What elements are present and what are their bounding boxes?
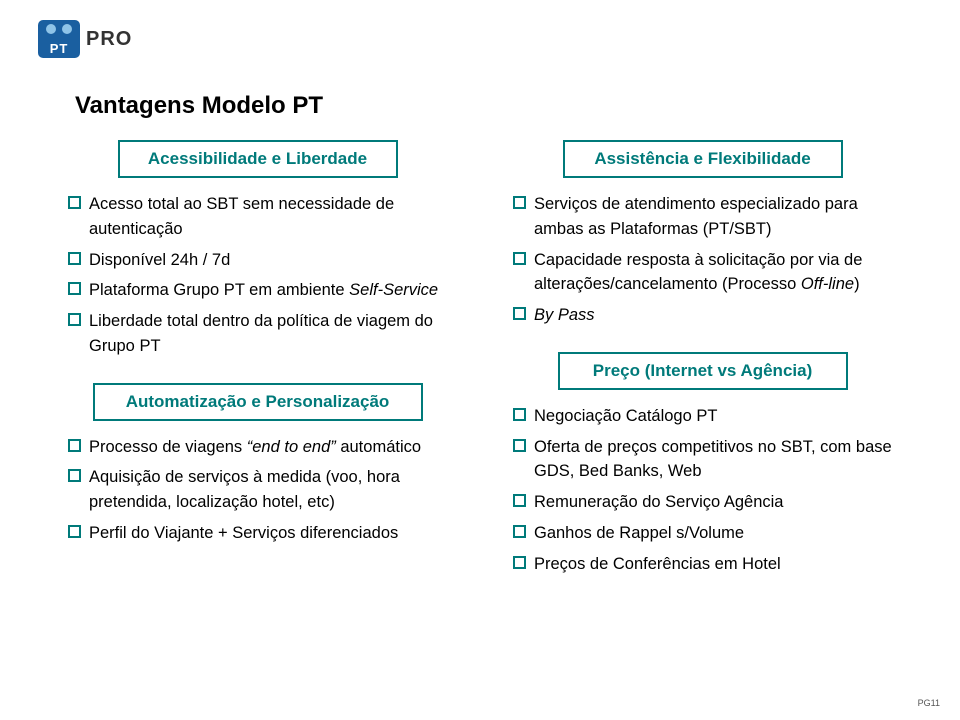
bullet-item: Disponível 24h / 7d [68, 248, 455, 273]
bullets-right-1: Serviços de atendimento especializado pa… [505, 192, 900, 334]
bullet-text: Preços de Conferências em Hotel [534, 552, 781, 577]
bullets-right-2: Negociação Catálogo PT Oferta de preços c… [505, 404, 900, 583]
bullet-item: Plataforma Grupo PT em ambiente Self-Ser… [68, 278, 455, 303]
bullet-text: By Pass [534, 303, 595, 328]
page-number: PG11 [918, 698, 940, 708]
bullet-item: Ganhos de Rappel s/Volume [513, 521, 900, 546]
bullet-item: Aquisição de serviços à medida (voo, hor… [68, 465, 455, 515]
bullet-item: Remuneração do Serviço Agência [513, 490, 900, 515]
left-column: Acessibilidade e Liberdade Acesso total … [60, 140, 455, 582]
bullet-marker-icon [68, 525, 81, 538]
bullet-item: Preços de Conferências em Hotel [513, 552, 900, 577]
bullet-marker-icon [513, 494, 526, 507]
logo-badge: PT [38, 20, 80, 58]
bullet-text: Disponível 24h / 7d [89, 248, 230, 273]
bullet-text: Plataforma Grupo PT em ambiente Self-Ser… [89, 278, 438, 303]
bullet-text: Aquisição de serviços à medida (voo, hor… [89, 465, 455, 515]
bullet-marker-icon [513, 439, 526, 452]
bullet-marker-icon [68, 469, 81, 482]
header-preco: Preço (Internet vs Agência) [558, 352, 848, 390]
bullet-text: Liberdade total dentro da política de vi… [89, 309, 455, 359]
bullet-item: Liberdade total dentro da política de vi… [68, 309, 455, 359]
bullet-text: Acesso total ao SBT sem necessidade de a… [89, 192, 455, 242]
bullet-marker-icon [513, 196, 526, 209]
logo: PT PRO [38, 20, 132, 58]
header-acessibilidade: Acessibilidade e Liberdade [118, 140, 398, 178]
bullet-marker-icon [513, 408, 526, 421]
bullet-item: Serviços de atendimento especializado pa… [513, 192, 900, 242]
logo-pro-text: PRO [86, 28, 132, 51]
header-assistencia: Assistência e Flexibilidade [563, 140, 843, 178]
bullets-left-1: Acesso total ao SBT sem necessidade de a… [60, 192, 455, 365]
bullet-marker-icon [513, 307, 526, 320]
bullet-marker-icon [68, 313, 81, 326]
bullet-item: Oferta de preços competitivos no SBT, co… [513, 435, 900, 485]
bullet-item: Acesso total ao SBT sem necessidade de a… [68, 192, 455, 242]
bullets-left-2: Processo de viagens “end to end” automát… [60, 435, 455, 552]
bullet-marker-icon [68, 282, 81, 295]
bullet-item: Perfil do Viajante + Serviços diferencia… [68, 521, 455, 546]
page-title: Vantagens Modelo PT [75, 92, 323, 120]
bullet-text: Oferta de preços competitivos no SBT, co… [534, 435, 900, 485]
bullet-text: Negociação Catálogo PT [534, 404, 717, 429]
header-automatizacao: Automatização e Personalização [93, 383, 423, 421]
bullet-item: Negociação Catálogo PT [513, 404, 900, 429]
bullet-text: Serviços de atendimento especializado pa… [534, 192, 900, 242]
logo-pt-text: PT [50, 41, 69, 56]
bullet-text: Ganhos de Rappel s/Volume [534, 521, 744, 546]
bullet-marker-icon [68, 252, 81, 265]
bullet-marker-icon [513, 252, 526, 265]
bullet-text: Remuneração do Serviço Agência [534, 490, 783, 515]
right-column: Assistência e Flexibilidade Serviços de … [505, 140, 900, 582]
bullet-item: Capacidade resposta à solicitação por vi… [513, 248, 900, 298]
bullet-marker-icon [513, 556, 526, 569]
bullet-item: By Pass [513, 303, 900, 328]
bullet-item: Processo de viagens “end to end” automát… [68, 435, 455, 460]
bullet-marker-icon [68, 439, 81, 452]
content-columns: Acessibilidade e Liberdade Acesso total … [60, 140, 900, 582]
bullet-text: Perfil do Viajante + Serviços diferencia… [89, 521, 398, 546]
bullet-marker-icon [68, 196, 81, 209]
bullet-text: Capacidade resposta à solicitação por vi… [534, 248, 900, 298]
bullet-marker-icon [513, 525, 526, 538]
bullet-text: Processo de viagens “end to end” automát… [89, 435, 421, 460]
